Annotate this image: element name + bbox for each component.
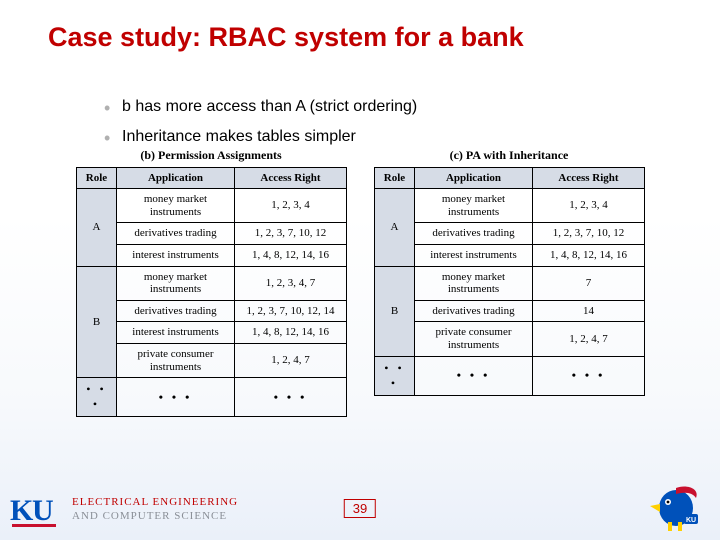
dept-line2: AND COMPUTER SCIENCE <box>72 510 238 524</box>
table-row: derivatives trading 1, 2, 3, 7, 10, 12 <box>375 223 645 245</box>
svg-text:KU: KU <box>686 517 696 524</box>
rights-cell: 1, 2, 4, 7 <box>235 344 347 378</box>
table-row: derivatives trading 1, 2, 3, 7, 10, 12, … <box>77 300 347 322</box>
rights-cell: 1, 2, 4, 7 <box>533 322 645 356</box>
role-cell: B <box>375 266 415 356</box>
rights-cell: 1, 2, 3, 7, 10, 12, 14 <box>235 300 347 322</box>
table-row: interest instruments 1, 4, 8, 12, 14, 16 <box>77 322 347 344</box>
table-c-caption: (c) PA with Inheritance <box>374 148 644 163</box>
app-cell: derivatives trading <box>117 223 235 245</box>
table-row: • • • • • • • • • <box>77 378 347 417</box>
ellipsis-cell: • • • <box>117 378 235 417</box>
tables-container: (b) Permission Assignments Role Applicat… <box>0 148 720 417</box>
slide-title: Case study: RBAC system for a bank <box>48 22 700 53</box>
col-header: Access Right <box>533 168 645 189</box>
app-cell: private consumer instruments <box>117 344 235 378</box>
bullet-list: b has more access than A (strict orderin… <box>60 94 680 153</box>
rights-cell: 1, 2, 3, 4, 7 <box>235 266 347 300</box>
table-row: derivatives trading 1, 2, 3, 7, 10, 12 <box>77 223 347 245</box>
col-header: Role <box>375 168 415 189</box>
table-row: A money market instruments 1, 2, 3, 4 <box>77 189 347 223</box>
rights-cell: 1, 2, 3, 7, 10, 12 <box>533 223 645 245</box>
footer-left: K U ELECTRICAL ENGINEERING AND COMPUTER … <box>10 490 238 530</box>
app-cell: interest instruments <box>117 322 235 344</box>
page-number: 39 <box>344 499 376 518</box>
bullet-item: Inheritance makes tables simpler <box>100 124 680 150</box>
ellipsis-cell: • • • <box>415 356 533 395</box>
table-row: B money market instruments 7 <box>375 266 645 300</box>
table-row: A money market instruments 1, 2, 3, 4 <box>375 189 645 223</box>
app-cell: interest instruments <box>415 244 533 266</box>
dept-line1: ELECTRICAL ENGINEERING <box>72 496 238 510</box>
app-cell: money market instruments <box>117 266 235 300</box>
table-row: Role Application Access Right <box>375 168 645 189</box>
role-cell: B <box>77 266 117 378</box>
col-header: Application <box>117 168 235 189</box>
app-cell: derivatives trading <box>117 300 235 322</box>
table-row: B money market instruments 1, 2, 3, 4, 7 <box>77 266 347 300</box>
table-c: Role Application Access Right A money ma… <box>374 167 645 396</box>
role-cell: A <box>77 189 117 267</box>
department-text: ELECTRICAL ENGINEERING AND COMPUTER SCIE… <box>72 496 238 524</box>
table-row: interest instruments 1, 4, 8, 12, 14, 16 <box>375 244 645 266</box>
ku-logo-icon: K U <box>10 490 62 530</box>
table-b: Role Application Access Right A money ma… <box>76 167 347 417</box>
jayhawk-logo-icon: KU <box>646 482 706 532</box>
app-cell: money market instruments <box>415 189 533 223</box>
rights-cell: 7 <box>533 266 645 300</box>
table-b-caption: (b) Permission Assignments <box>76 148 346 163</box>
app-cell: interest instruments <box>117 244 235 266</box>
rights-cell: 14 <box>533 300 645 322</box>
ellipsis-cell: • • • <box>533 356 645 395</box>
table-row: private consumer instruments 1, 2, 4, 7 <box>375 322 645 356</box>
table-c-block: (c) PA with Inheritance Role Application… <box>374 148 644 417</box>
col-header: Access Right <box>235 168 347 189</box>
rights-cell: 1, 4, 8, 12, 14, 16 <box>533 244 645 266</box>
table-b-block: (b) Permission Assignments Role Applicat… <box>76 148 346 417</box>
app-cell: derivatives trading <box>415 300 533 322</box>
col-header: Application <box>415 168 533 189</box>
table-row: • • • • • • • • • <box>375 356 645 395</box>
table-row: derivatives trading 14 <box>375 300 645 322</box>
table-row: private consumer instruments 1, 2, 4, 7 <box>77 344 347 378</box>
col-header: Role <box>77 168 117 189</box>
rights-cell: 1, 4, 8, 12, 14, 16 <box>235 244 347 266</box>
table-row: interest instruments 1, 4, 8, 12, 14, 16 <box>77 244 347 266</box>
bullet-item: b has more access than A (strict orderin… <box>100 94 680 120</box>
ellipsis-cell: • • • <box>77 378 117 417</box>
rights-cell: 1, 2, 3, 7, 10, 12 <box>235 223 347 245</box>
ellipsis-cell: • • • <box>235 378 347 417</box>
slide: Case study: RBAC system for a bank b has… <box>0 0 720 540</box>
rights-cell: 1, 2, 3, 4 <box>235 189 347 223</box>
role-cell: A <box>375 189 415 267</box>
svg-text:K: K <box>10 494 34 527</box>
app-cell: private consumer instruments <box>415 322 533 356</box>
app-cell: money market instruments <box>117 189 235 223</box>
table-row: Role Application Access Right <box>77 168 347 189</box>
rights-cell: 1, 4, 8, 12, 14, 16 <box>235 322 347 344</box>
ellipsis-cell: • • • <box>375 356 415 395</box>
app-cell: money market instruments <box>415 266 533 300</box>
app-cell: derivatives trading <box>415 223 533 245</box>
svg-text:U: U <box>32 494 54 527</box>
rights-cell: 1, 2, 3, 4 <box>533 189 645 223</box>
